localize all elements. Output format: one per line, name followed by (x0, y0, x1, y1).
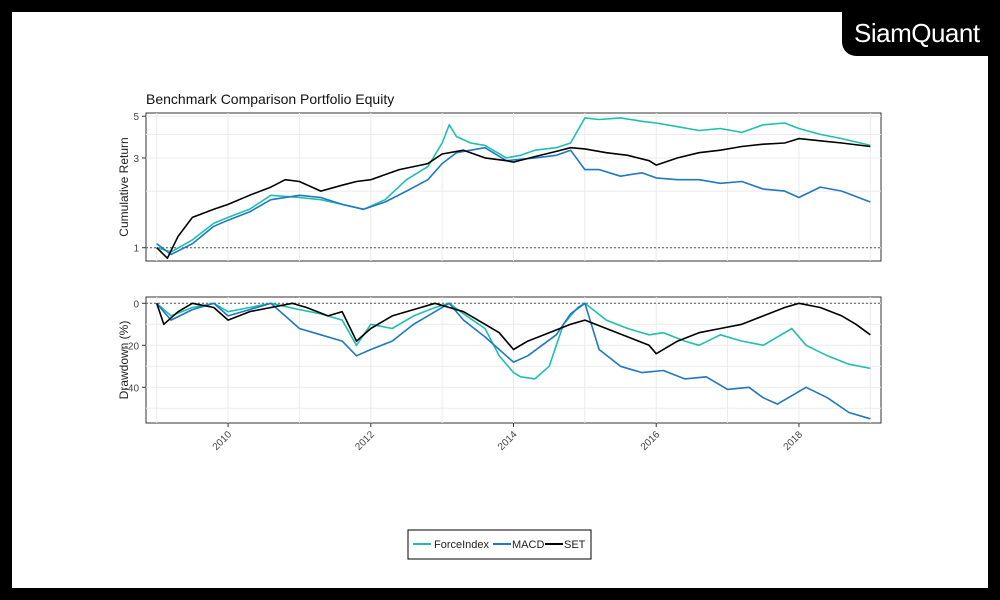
drawdown-series-forceindex (156, 302, 871, 380)
chart-title: Benchmark Comparison Portfolio Equity (146, 91, 394, 107)
legend-label-macd: MACD (512, 539, 544, 551)
equity-y-tick-label: 1 (133, 244, 139, 255)
equity-y-tick-label: 5 (133, 112, 139, 123)
legend-label-forceindex: ForceIndex (434, 539, 490, 551)
equity-y-tick-label: 3 (133, 154, 139, 165)
equity-series-forceindex (156, 117, 871, 253)
chart-canvas: SiamQuant (12, 12, 988, 588)
drawdown-series-set (155, 302, 871, 355)
siamquant-logo: SiamQuant (842, 12, 988, 56)
equity-y-ticks: 1 3 5 (133, 112, 146, 255)
equity-grid (146, 113, 881, 261)
brand-text: SiamQuant (854, 18, 980, 48)
drawdown-y-tick-label: 0 (133, 299, 139, 310)
drawdown-x-tick-label: 2016 (639, 429, 663, 453)
drawdown-y-tick-label: -20 (125, 341, 140, 352)
drawdown-y-label: Drawdown (%) (117, 321, 131, 400)
equity-panel: 1 3 5 Cumulative Return (117, 112, 882, 262)
equity-series-set (156, 137, 871, 260)
drawdown-grid (146, 297, 881, 423)
drawdown-series (155, 302, 871, 420)
equity-y-label: Cumulative Return (117, 137, 131, 236)
equity-series (156, 117, 871, 260)
drawdown-y-ticks: 0 -20 -40 (125, 299, 146, 394)
drawdown-x-ticks: 2010 2012 2014 2016 2018 (211, 423, 806, 453)
legend: ForceIndex MACD SET (407, 529, 592, 560)
drawdown-series-macd (156, 302, 871, 420)
drawdown-x-tick-label: 2012 (353, 429, 377, 453)
drawdown-x-tick-label: 2014 (496, 429, 520, 453)
drawdown-x-tick-label: 2010 (211, 429, 235, 453)
equity-series-macd (156, 146, 871, 256)
legend-label-set: SET (564, 539, 586, 551)
drawdown-x-tick-label: 2018 (782, 429, 806, 453)
drawdown-y-tick-label: -40 (125, 383, 140, 394)
drawdown-panel: 0 -20 -40 2010 2012 2014 2016 2018 Drawdown (%… (117, 296, 882, 453)
